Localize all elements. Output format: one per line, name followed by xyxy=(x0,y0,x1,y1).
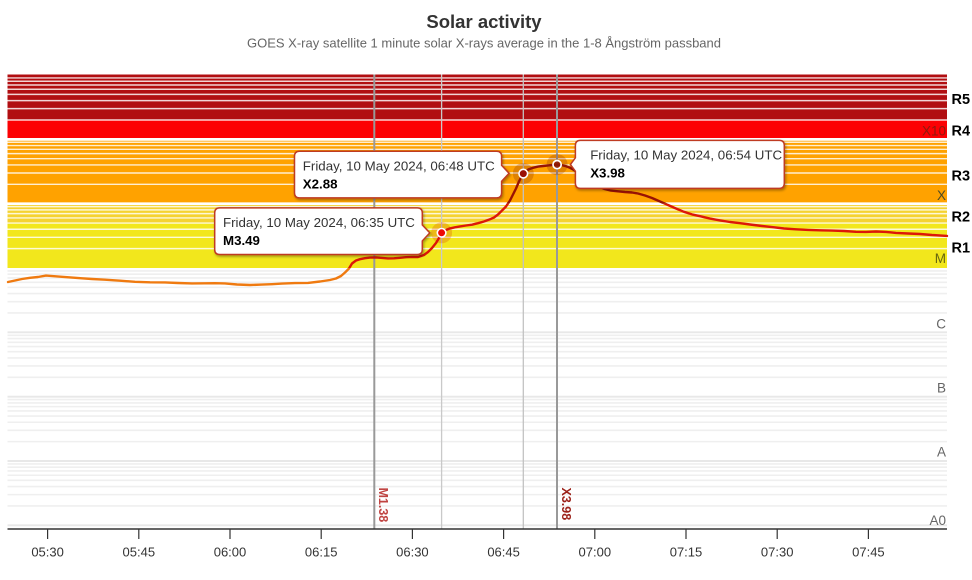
svg-text:Solar activity: Solar activity xyxy=(426,11,542,32)
svg-text:X: X xyxy=(937,188,946,203)
svg-text:R1: R1 xyxy=(952,241,971,257)
svg-text:R4: R4 xyxy=(952,124,971,140)
svg-text:R5: R5 xyxy=(952,92,971,108)
svg-text:06:30: 06:30 xyxy=(396,545,429,560)
svg-text:A: A xyxy=(937,445,946,460)
svg-text:M3.49: M3.49 xyxy=(223,233,260,248)
svg-text:A0: A0 xyxy=(929,513,946,528)
svg-text:05:30: 05:30 xyxy=(31,545,64,560)
svg-text:X10: X10 xyxy=(922,124,946,139)
svg-text:X3.98: X3.98 xyxy=(590,165,625,180)
svg-text:06:15: 06:15 xyxy=(305,545,338,560)
svg-text:R2: R2 xyxy=(952,210,971,226)
svg-text:R3: R3 xyxy=(952,169,971,185)
svg-text:06:00: 06:00 xyxy=(214,545,247,560)
svg-text:C: C xyxy=(936,317,946,332)
svg-text:GOES X-ray satellite 1 minute: GOES X-ray satellite 1 minute solar X-ra… xyxy=(247,36,721,51)
svg-text:05:45: 05:45 xyxy=(123,545,156,560)
svg-text:Friday, 10 May 2024, 06:35 UTC: Friday, 10 May 2024, 06:35 UTC xyxy=(223,215,415,230)
svg-text:M: M xyxy=(935,251,946,266)
svg-text:07:15: 07:15 xyxy=(670,545,703,560)
svg-text:06:45: 06:45 xyxy=(487,545,520,560)
svg-text:Friday, 10 May 2024, 06:54 UTC: Friday, 10 May 2024, 06:54 UTC xyxy=(590,148,782,163)
svg-text:07:30: 07:30 xyxy=(761,545,794,560)
svg-text:X2.88: X2.88 xyxy=(303,176,338,191)
svg-text:07:45: 07:45 xyxy=(852,545,885,560)
svg-text:Friday, 10 May 2024, 06:48 UTC: Friday, 10 May 2024, 06:48 UTC xyxy=(303,159,495,174)
svg-text:M1.38: M1.38 xyxy=(376,488,390,523)
svg-text:07:00: 07:00 xyxy=(579,545,612,560)
svg-text:B: B xyxy=(937,381,946,396)
svg-text:X3.98: X3.98 xyxy=(559,488,573,521)
